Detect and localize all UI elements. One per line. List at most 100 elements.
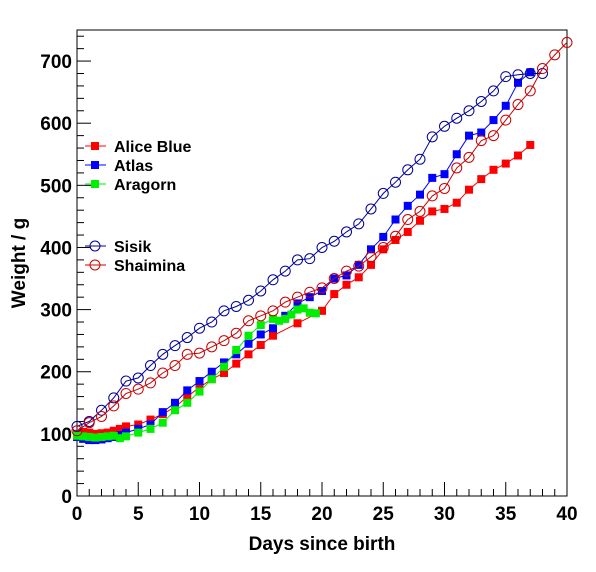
data-point-atlas	[465, 131, 473, 140]
data-point-aragorn	[299, 304, 308, 313]
data-point-shaimina	[83, 417, 95, 429]
series-line-atlas	[76, 71, 531, 441]
legend-entry-alice-blue: Alice Blue	[85, 139, 191, 156]
data-point-shaimina	[218, 335, 230, 347]
data-point-shaimina	[316, 282, 328, 294]
legend-entry-shaimina: Shaimina	[85, 258, 185, 275]
data-point-alice-blue	[501, 159, 510, 168]
data-point-alice-blue	[232, 359, 241, 368]
y-tick-label: 600	[40, 114, 72, 135]
y-tick-label: 500	[40, 176, 72, 197]
y-axis-title: Weight / g	[9, 218, 30, 308]
data-point-alice-blue	[367, 260, 375, 269]
data-point-shaimina	[181, 348, 193, 360]
series-layer	[71, 36, 573, 445]
data-point-atlas	[428, 173, 437, 182]
legend-label: Sisik	[114, 239, 151, 256]
data-point-shaimina	[71, 425, 83, 437]
data-point-sisik	[96, 404, 107, 416]
data-point-alice-blue	[256, 341, 265, 350]
data-point-shaimina	[463, 151, 475, 163]
data-point-shaimina	[194, 347, 205, 359]
x-tick-label: 20	[311, 504, 332, 525]
data-point-shaimina	[157, 367, 169, 379]
data-point-sisik	[181, 332, 193, 344]
data-point-sisik	[341, 226, 352, 238]
data-point-aragorn	[79, 432, 88, 441]
data-point-shaimina	[304, 286, 316, 298]
data-point-alice-blue	[318, 306, 326, 315]
y-tick-label: 200	[40, 363, 72, 384]
data-point-sisik	[132, 372, 144, 384]
legend-marker	[89, 240, 101, 252]
data-point-atlas	[501, 101, 510, 110]
data-point-alice-blue	[220, 368, 228, 377]
data-point-shaimina	[169, 360, 181, 372]
data-point-sisik	[463, 105, 475, 117]
data-point-shaimina	[108, 400, 120, 412]
data-point-shaimina	[561, 36, 573, 48]
series-line-shaimina	[76, 42, 568, 432]
data-point-sisik	[353, 218, 365, 230]
data-point-sisik	[255, 285, 267, 297]
x-tick-label: 40	[556, 504, 577, 525]
data-point-sisik	[157, 348, 169, 360]
data-point-sisik	[475, 95, 487, 107]
data-point-alice-blue	[428, 207, 437, 216]
data-point-shaimina	[145, 377, 156, 389]
data-point-alice-blue	[465, 185, 473, 194]
data-point-aragorn	[287, 310, 296, 319]
data-point-shaimina	[230, 327, 242, 339]
data-point-alice-blue	[440, 204, 449, 213]
data-point-atlas	[207, 367, 216, 376]
data-point-sisik	[169, 340, 181, 352]
legend-label: Shaimina	[114, 258, 185, 275]
data-point-sisik	[500, 71, 512, 83]
data-point-atlas	[489, 116, 498, 125]
data-point-sisik	[243, 294, 254, 306]
data-point-atlas	[342, 271, 351, 280]
data-point-shaimina	[292, 291, 303, 303]
data-point-shaimina	[426, 190, 438, 202]
data-point-alice-blue	[134, 420, 143, 429]
data-point-aragorn	[232, 345, 241, 354]
y-tick-label: 700	[40, 52, 72, 73]
data-point-aragorn	[171, 406, 179, 415]
data-point-aragorn	[122, 432, 130, 441]
data-point-alice-blue	[342, 280, 351, 289]
data-point-shaimina	[451, 162, 463, 174]
data-point-atlas	[477, 128, 486, 137]
data-point-alice-blue	[85, 428, 94, 437]
data-point-shaimina	[206, 341, 218, 353]
y-axis: 0 100 200 300 400 500 600 700	[40, 35, 91, 508]
data-point-aragorn	[281, 314, 290, 323]
data-point-atlas	[269, 324, 277, 333]
data-point-aragorn	[244, 331, 253, 340]
legend-marker	[91, 142, 99, 150]
data-point-shaimina	[279, 296, 291, 308]
data-point-atlas	[526, 68, 535, 77]
data-point-shaimina	[439, 182, 450, 194]
legend-label: Atlas	[114, 158, 153, 175]
data-point-shaimina	[255, 310, 267, 322]
x-tick-label: 35	[495, 504, 517, 525]
data-point-sisik	[451, 112, 463, 124]
data-point-alice-blue	[514, 151, 522, 160]
data-point-aragorn	[305, 308, 314, 317]
data-point-alice-blue	[526, 140, 535, 149]
data-point-sisik	[377, 187, 389, 199]
data-point-alice-blue	[122, 422, 130, 431]
data-point-aragorn	[91, 433, 100, 442]
data-point-atlas	[416, 190, 424, 199]
data-point-shaimina	[390, 230, 401, 242]
data-point-shaimina	[353, 260, 365, 272]
series-shaimina	[71, 36, 573, 437]
data-point-shaimina	[328, 273, 340, 285]
data-point-alice-blue	[391, 236, 400, 245]
data-point-aragorn	[85, 432, 94, 441]
legend-marker	[91, 161, 99, 169]
data-point-atlas	[195, 377, 204, 386]
data-point-alice-blue	[115, 424, 124, 433]
data-point-atlas	[379, 232, 388, 241]
